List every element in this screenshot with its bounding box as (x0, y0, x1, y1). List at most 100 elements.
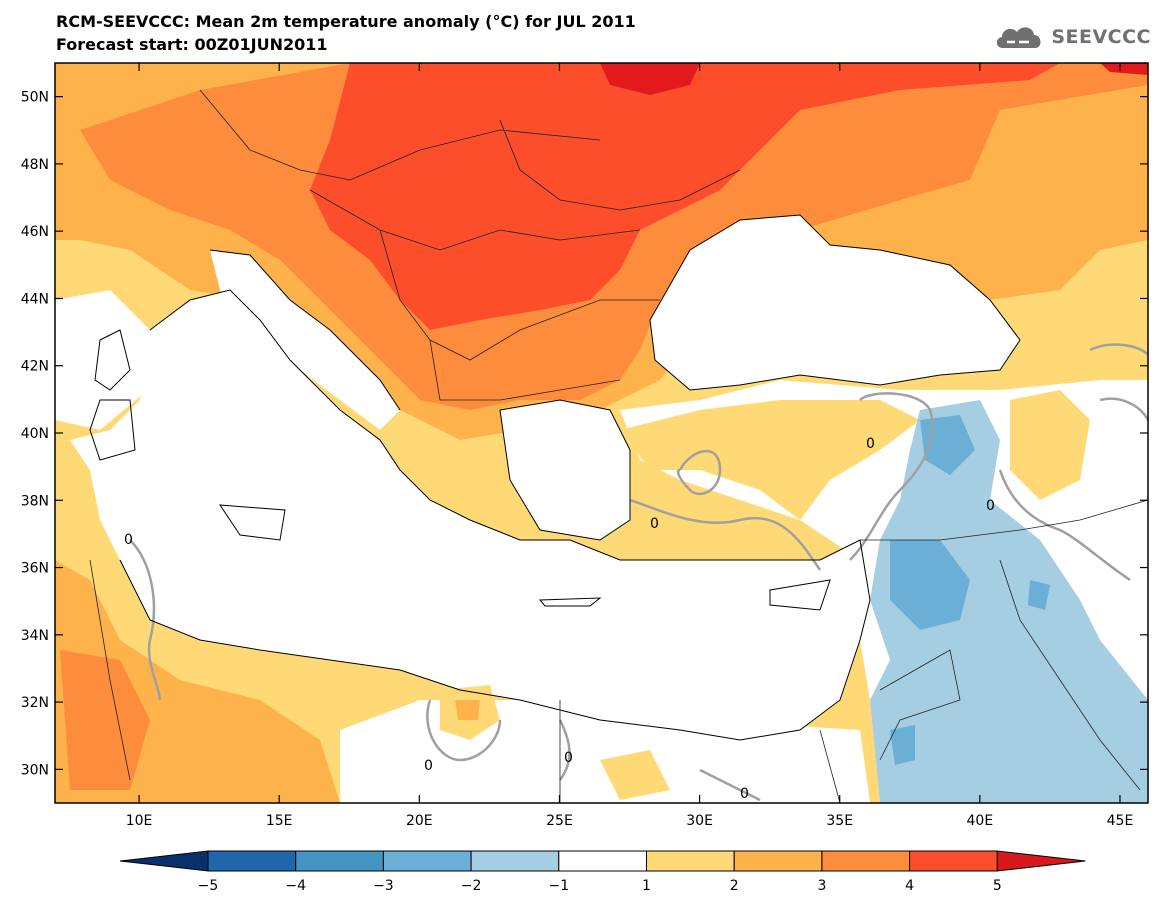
anomaly-patch-plus2-libya (455, 700, 480, 720)
zero-contours (129, 343, 1148, 802)
longitude-axis: 10E 15E 20E 25E 30E 35E 40E 45E (126, 63, 1134, 829)
lat-tick-label: 42N (21, 359, 49, 375)
contour-line (849, 392, 934, 561)
border-line (429, 339, 621, 401)
colorbar-label: 1 (642, 878, 651, 894)
seevccc-logo: SEEVCCC (993, 22, 1151, 52)
contour-line (129, 539, 162, 701)
contour-label: 0 (866, 436, 875, 452)
anomaly-field (55, 63, 1148, 803)
lat-tick-label: 32N (21, 695, 49, 711)
anomaly-patch-plus1-egypt (600, 750, 670, 800)
anomaly-zone-plus5-ne (1100, 63, 1148, 75)
anomaly-zone-minus2-syria (890, 540, 970, 630)
aegean-sea (500, 400, 630, 540)
colorbar-label: 4 (905, 878, 914, 894)
adriatic-coastline (209, 249, 401, 411)
lon-tick-label: 15E (266, 813, 293, 829)
tyrrhenian-coast-land-white (55, 290, 160, 430)
colorbar-label: −1 (548, 878, 569, 894)
contour-label: 0 (986, 498, 995, 514)
contour-line (998, 469, 1131, 582)
anomaly-zone-plus4-core (310, 63, 1060, 330)
colorbar-segment (382, 850, 472, 872)
mediterranean-sea (70, 290, 870, 740)
colorbar-label: −3 (373, 878, 394, 894)
anomaly-zone-minus2-arabia (890, 725, 915, 765)
mediterranean-coastline (119, 289, 871, 741)
forecast-start-label: Forecast start: 00Z01JUN2011 (56, 35, 328, 54)
contour-line (426, 699, 502, 762)
border-line (499, 119, 741, 211)
contour-label: 0 (124, 532, 133, 548)
border-line (309, 189, 641, 251)
black-sea-coastline (649, 214, 1021, 391)
map-title: RCM-SEEVCCC: Mean 2m temperature anomaly… (56, 12, 636, 31)
contour-line (558, 719, 761, 802)
border-line (559, 700, 841, 803)
contour-labels: 0 0 0 0 0 0 0 (124, 436, 995, 802)
adriatic-sea (210, 250, 400, 430)
crete-coastline (538, 597, 602, 607)
latitude-axis: 50N 48N 46N 44N 42N 40N 38N 36N 34N 32N 30N (21, 90, 1148, 778)
colorbar-label: 2 (730, 878, 739, 894)
coastlines (89, 214, 1021, 741)
lat-tick-label: 30N (21, 762, 49, 778)
lon-tick-label: 40E (967, 813, 994, 829)
aegean-coastline (499, 399, 631, 541)
colorbar-segment (295, 850, 384, 872)
colorbar-segment (558, 850, 647, 872)
colorbar-segment (821, 850, 911, 872)
cyprus-coastline (769, 579, 831, 611)
colorbar-label: −5 (198, 878, 219, 894)
colorbar-label: 5 (993, 878, 1002, 894)
lon-tick-label: 35E (826, 813, 853, 829)
contour-line (676, 450, 722, 496)
lat-tick-label: 50N (21, 90, 49, 106)
colorbar: −5 −4 −3 −2 −1 1 2 3 4 5 (119, 850, 1086, 894)
anomaly-zone-plus3-africa (60, 650, 150, 790)
lat-tick-label: 44N (21, 291, 49, 307)
colorbar-segment (207, 850, 297, 872)
anomaly-zone-plus5-ukraine (600, 63, 700, 95)
colorbar-segment (470, 850, 560, 872)
lon-tick-label: 25E (546, 813, 573, 829)
colorbar-extend-high (996, 850, 1086, 872)
lon-tick-label: 10E (126, 813, 153, 829)
lon-tick-label: 30E (686, 813, 713, 829)
lat-tick-label: 40N (21, 426, 49, 442)
border-line (199, 89, 601, 181)
lat-tick-label: 36N (21, 561, 49, 577)
lon-tick-label: 20E (406, 813, 433, 829)
colorbar-extend-low (119, 850, 209, 872)
contour-label: 0 (740, 786, 749, 802)
colorbar-segment (733, 850, 823, 872)
colorbar-label: 3 (817, 878, 826, 894)
contour-line (629, 498, 822, 571)
corsica-sardinia-coastline (89, 329, 136, 461)
logo-text: SEEVCCC (1051, 26, 1151, 48)
sicily-coastline (219, 504, 286, 541)
lon-tick-label: 45E (1107, 813, 1134, 829)
anomaly-zone-minus2-iraq (1028, 580, 1050, 610)
cloud-logo-icon (997, 27, 1041, 48)
border-line (379, 229, 660, 361)
contour-label: 0 (564, 750, 573, 766)
contour-line (1099, 397, 1148, 421)
anomaly-patch-plus1-anatolia (620, 400, 920, 520)
border-line (860, 499, 1148, 541)
border-line (879, 649, 961, 761)
border-line (89, 559, 131, 781)
lat-tick-label: 48N (21, 157, 49, 173)
contour-label: 0 (424, 758, 433, 774)
colorbar-segment (646, 850, 735, 872)
contour-label: 0 (650, 516, 659, 532)
border-line (999, 559, 1141, 791)
contour-line (1089, 343, 1148, 356)
lat-tick-label: 38N (21, 493, 49, 509)
colorbar-segment (909, 850, 998, 872)
anomaly-zone-minus1-middle-east (870, 400, 1148, 803)
anomaly-patch-plus1-east (1010, 390, 1090, 500)
lat-tick-label: 46N (21, 224, 49, 240)
